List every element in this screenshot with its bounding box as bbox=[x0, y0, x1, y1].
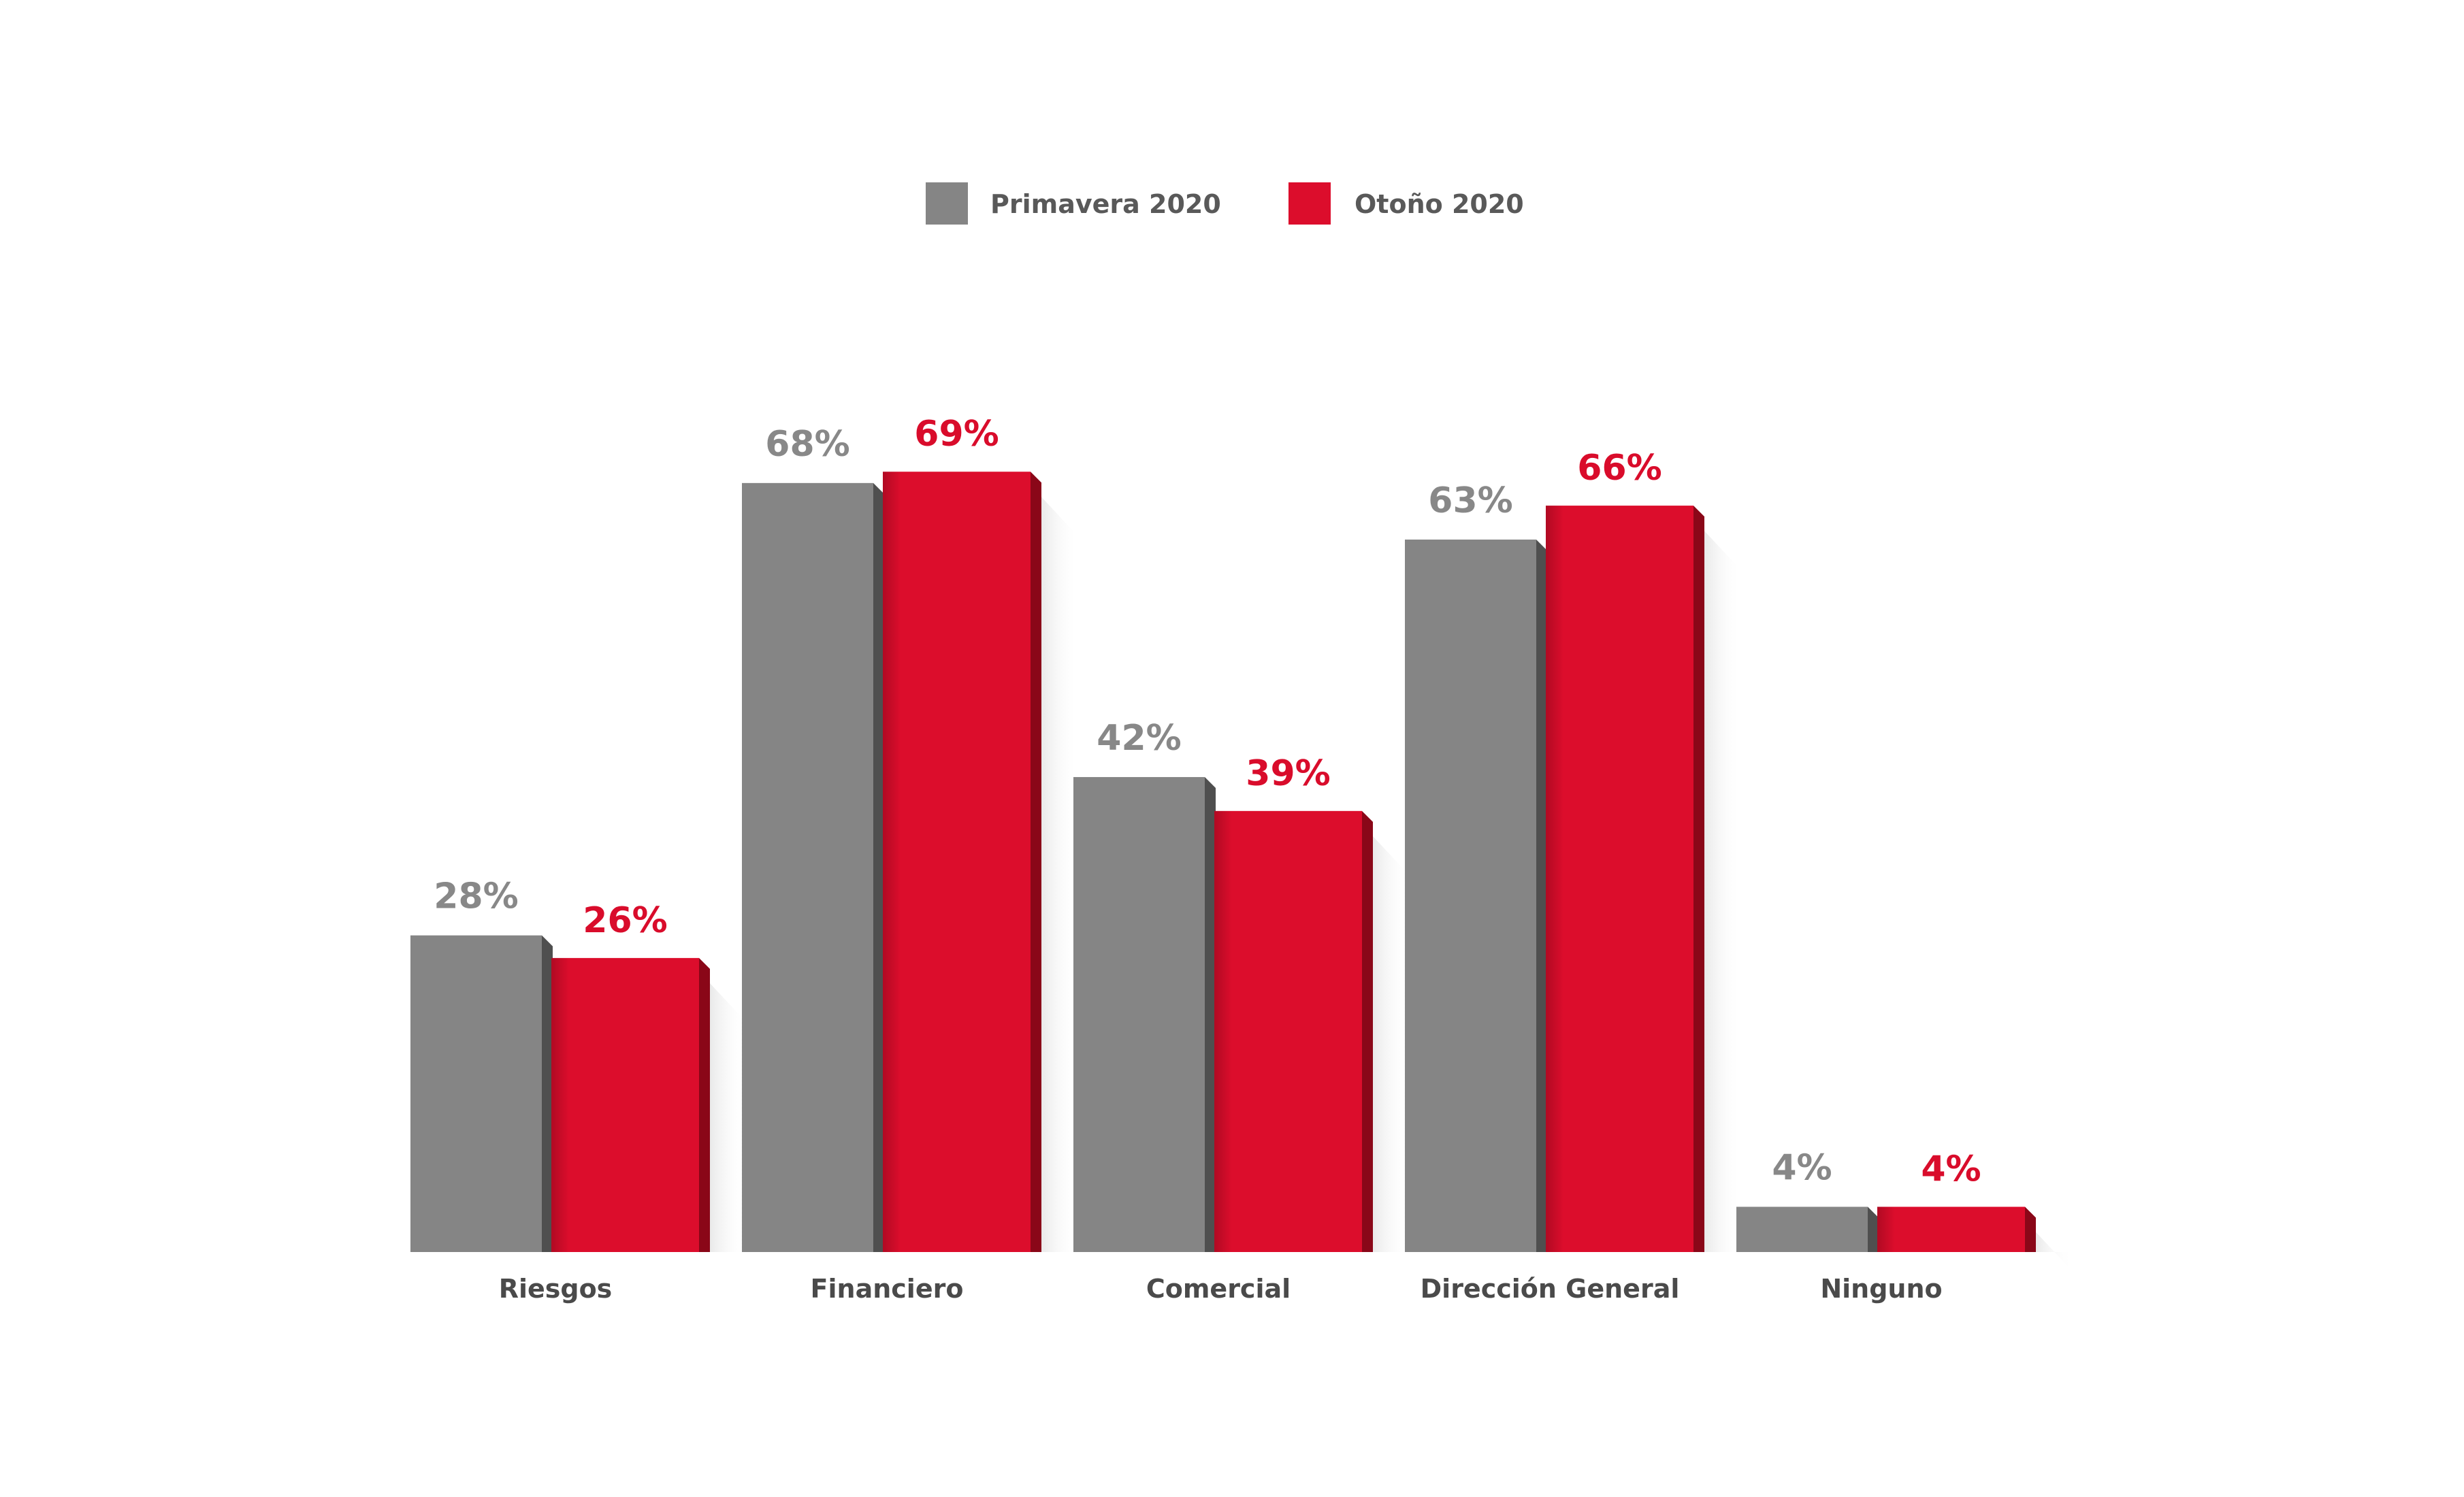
bar-side-otono-2020-financiero bbox=[1031, 472, 1041, 1252]
bar-otono-2020-direccion-general bbox=[1546, 506, 1693, 1252]
value-label-otono-2020-comercial: 39% bbox=[1246, 753, 1330, 794]
bar-primavera-2020-direccion-general bbox=[1405, 539, 1536, 1253]
bar-otono-2020-riesgos bbox=[551, 957, 699, 1252]
bar-shadow-financiero bbox=[1031, 485, 1078, 1252]
bar-side-otono-2020-riesgos bbox=[699, 957, 710, 1252]
category-label-ninguno: Ninguno bbox=[1820, 1274, 1942, 1304]
bar-primavera-2020-comercial bbox=[1073, 776, 1205, 1252]
bar-side-primavera-2020-financiero bbox=[873, 482, 884, 1252]
value-label-otono-2020-direccion-general: 66% bbox=[1577, 448, 1661, 489]
category-label-comercial: Comercial bbox=[1146, 1274, 1291, 1304]
value-label-otono-2020-riesgos: 26% bbox=[583, 900, 667, 941]
bar-otono-2020-comercial bbox=[1214, 810, 1362, 1252]
legend: Primavera 2020 Otoño 2020 bbox=[926, 182, 1524, 225]
bar-otono-2020-ninguno bbox=[1877, 1206, 2025, 1252]
category-label-riesgos: Riesgos bbox=[499, 1274, 613, 1304]
value-label-otono-2020-ninguno: 4% bbox=[1921, 1149, 1981, 1190]
value-label-primavera-2020-comercial: 42% bbox=[1097, 718, 1181, 759]
plot-area: 28% 26% Riesgos 68% 69% Financiero 42% 39% Comer… bbox=[410, 414, 2073, 1304]
legend-label-otono-2020: Otoño 2020 bbox=[1355, 189, 1524, 219]
bar-side-primavera-2020-riesgos bbox=[542, 935, 553, 1252]
legend-item-otono-2020: Otoño 2020 bbox=[1288, 182, 1524, 225]
bar-primavera-2020-ninguno bbox=[1736, 1206, 1868, 1252]
bar-shadow-ninguno bbox=[2025, 1220, 2073, 1272]
bar-primavera-2020-riesgos bbox=[410, 935, 542, 1252]
legend-item-primavera-2020: Primavera 2020 bbox=[926, 182, 1221, 225]
bar-group-comercial: 42% 39% Comercial bbox=[1073, 718, 1410, 1304]
legend-label-primavera-2020: Primavera 2020 bbox=[990, 189, 1221, 219]
value-label-primavera-2020-ninguno: 4% bbox=[1772, 1148, 1832, 1189]
bar-side-primavera-2020-comercial bbox=[1205, 776, 1216, 1252]
bar-group-direccion-general: 63% 66% Dirección General bbox=[1405, 448, 1741, 1304]
legend-swatch-otono-2020 bbox=[1288, 182, 1331, 225]
bar-group-financiero: 68% 69% Financiero bbox=[742, 414, 1078, 1304]
value-label-primavera-2020-financiero: 68% bbox=[765, 424, 849, 465]
bar-side-primavera-2020-ninguno bbox=[1868, 1206, 1879, 1252]
bar-shadow-comercial bbox=[1362, 824, 1410, 1252]
bar-shadow-riesgos bbox=[699, 971, 747, 1252]
value-label-otono-2020-financiero: 69% bbox=[914, 414, 999, 455]
bar-side-otono-2020-ninguno bbox=[2025, 1206, 2036, 1252]
bar-group-riesgos: 28% 26% Riesgos bbox=[410, 876, 747, 1304]
value-label-primavera-2020-riesgos: 28% bbox=[434, 876, 518, 917]
bar-side-otono-2020-comercial bbox=[1362, 810, 1373, 1252]
bar-side-otono-2020-direccion-general bbox=[1693, 506, 1704, 1252]
bar-side-primavera-2020-direccion-general bbox=[1536, 539, 1547, 1253]
bar-group-ninguno: 4% 4% Ninguno bbox=[1736, 1148, 2073, 1304]
category-label-financiero: Financiero bbox=[811, 1274, 964, 1304]
category-label-direccion-general: Dirección General bbox=[1421, 1274, 1680, 1304]
bar-primavera-2020-financiero bbox=[742, 482, 873, 1252]
bar-shadow-direccion-general bbox=[1693, 519, 1741, 1252]
bar-otono-2020-financiero bbox=[883, 472, 1031, 1252]
legend-swatch-primavera-2020 bbox=[926, 182, 968, 225]
value-label-primavera-2020-direccion-general: 63% bbox=[1428, 480, 1512, 521]
